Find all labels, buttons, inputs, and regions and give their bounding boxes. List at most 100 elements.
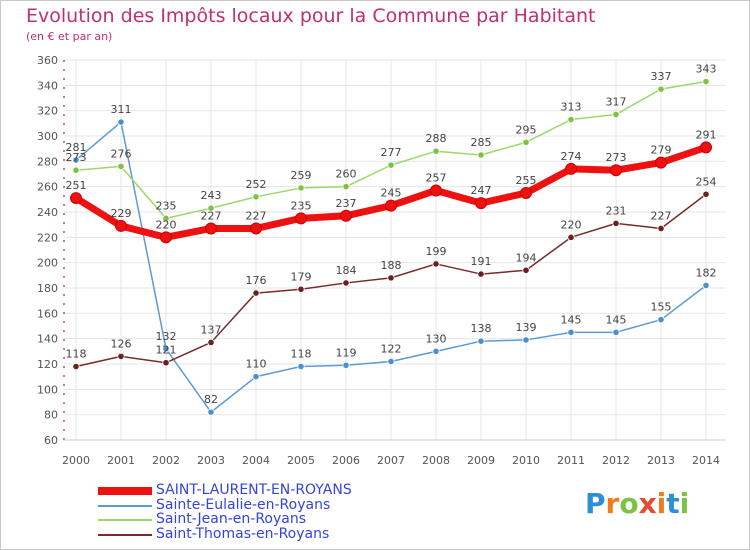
data-label-s3-2004: 176 [246, 274, 267, 287]
data-label-s0-2002: 220 [156, 218, 177, 231]
y-tick-label-180: 180 [37, 282, 58, 295]
data-label-s1-2007: 122 [381, 342, 402, 355]
y-tick-label-340: 340 [37, 79, 58, 92]
data-point-s3-2008 [432, 260, 440, 268]
data-label-s1-2012: 145 [606, 313, 627, 326]
data-label-s3-2009: 191 [471, 255, 492, 268]
data-point-s1-2009 [477, 337, 485, 345]
data-label-s1-2001: 311 [111, 103, 132, 116]
data-point-s1-2004 [252, 373, 260, 381]
data-point-s2-2014 [702, 77, 710, 86]
data-label-s3-2001: 126 [111, 337, 132, 350]
data-label-s2-2002: 235 [156, 199, 177, 212]
data-point-s2-2012 [612, 110, 620, 119]
data-label-s1-2010: 139 [516, 321, 537, 334]
data-label-s3-2006: 184 [336, 264, 357, 277]
data-point-s1-2013 [657, 316, 665, 324]
data-label-s0-2004: 227 [246, 209, 267, 222]
x-tick-label-2012: 2012 [602, 454, 630, 467]
data-point-s3-2011 [567, 233, 575, 241]
y-tick-label-260: 260 [37, 181, 58, 194]
data-point-s2-2006 [342, 183, 350, 191]
data-label-s3-2002: 121 [156, 344, 177, 357]
data-label-s1-2006: 119 [336, 346, 357, 359]
data-label-s1-2011: 145 [561, 313, 582, 326]
legend-swatch-saint-thomas [98, 533, 152, 536]
data-point-s2-2013 [657, 85, 665, 93]
x-tick-label-2000: 2000 [62, 454, 90, 467]
data-point-s2-2008 [432, 147, 440, 155]
data-label-s2-2006: 260 [336, 168, 357, 181]
data-point-s1-2005 [297, 362, 305, 371]
data-point-s3-2003 [207, 338, 215, 347]
y-tick-label-140: 140 [37, 333, 58, 346]
data-label-s0-2007: 245 [381, 187, 402, 200]
data-point-s1-2008 [432, 347, 440, 355]
data-label-s3-2000: 118 [66, 348, 87, 361]
data-label-s2-2000: 273 [66, 151, 87, 164]
y-tick-label-220: 220 [37, 231, 58, 244]
y-tick-label-60: 60 [44, 434, 58, 447]
x-tick-label-2001: 2001 [107, 454, 135, 467]
data-point-s3-2004 [252, 289, 260, 297]
data-point-s0-2014 [700, 141, 712, 154]
data-point-s1-2002 [162, 345, 170, 353]
data-label-s2-2009: 285 [471, 136, 492, 149]
data-point-s2-2002 [162, 214, 170, 222]
data-label-s1-2004: 110 [246, 358, 267, 371]
proxiti-logo: Proxiti [585, 487, 690, 520]
legend-label-saint-thomas: Saint-Thomas-en-Royans [156, 525, 330, 542]
data-point-s2-2010 [522, 138, 530, 146]
data-label-s3-2008: 199 [426, 245, 447, 258]
data-label-s1-2005: 118 [291, 348, 312, 361]
data-label-s2-2008: 288 [426, 132, 447, 145]
legend-swatch-saint-laurent [98, 487, 152, 496]
data-point-s3-2001 [117, 352, 125, 360]
x-tick-label-2010: 2010 [512, 454, 540, 467]
x-tick-label-2008: 2008 [422, 454, 450, 467]
y-tick-label-320: 320 [37, 105, 58, 118]
data-label-s2-2014: 343 [696, 63, 717, 76]
data-point-s3-2007 [387, 274, 395, 282]
data-point-s2-2009 [477, 151, 485, 159]
data-label-s2-2010: 295 [516, 123, 537, 136]
data-point-s0-2003 [205, 222, 217, 235]
data-point-s1-2003 [207, 408, 215, 416]
legend-swatch-saint-jean [98, 519, 152, 522]
y-tick-label-120: 120 [37, 358, 58, 371]
data-label-s1-2008: 130 [426, 332, 447, 345]
data-label-s2-2013: 337 [651, 70, 672, 83]
data-point-s1-2012 [612, 328, 620, 336]
data-point-s0-2007 [385, 199, 397, 212]
y-tick-label-280: 280 [37, 155, 58, 168]
data-label-s2-2007: 277 [381, 146, 402, 159]
data-point-s3-2010 [522, 266, 530, 274]
data-label-s3-2012: 231 [606, 204, 627, 217]
data-point-s0-2012 [610, 164, 622, 177]
data-point-s3-2013 [657, 224, 665, 233]
data-label-s1-2000: 281 [66, 141, 87, 154]
legend-label-saint-jean: Saint-Jean-en-Royans [156, 511, 307, 527]
data-point-s0-2008 [430, 184, 442, 197]
x-tick-label-2009: 2009 [467, 454, 495, 467]
data-label-s3-2005: 179 [291, 270, 312, 283]
data-point-s2-2005 [297, 184, 305, 192]
data-label-s3-2007: 188 [381, 259, 402, 272]
data-point-s0-2005 [295, 212, 307, 225]
data-point-s1-2000 [72, 156, 80, 164]
x-tick-label-2005: 2005 [287, 454, 315, 467]
data-point-s2-2001 [117, 162, 125, 170]
data-point-s1-2001 [117, 118, 125, 126]
data-point-s3-2002 [162, 359, 170, 367]
y-tick-label-300: 300 [37, 130, 58, 143]
data-label-s0-2003: 227 [201, 209, 222, 222]
x-tick-label-2006: 2006 [332, 454, 360, 467]
y-tick-label-80: 80 [44, 409, 58, 422]
data-point-s1-2011 [567, 328, 575, 336]
data-point-s0-2006 [340, 209, 352, 222]
data-label-s3-2003: 137 [201, 323, 222, 336]
data-point-s2-2007 [387, 161, 395, 169]
data-point-s0-2011 [565, 162, 577, 175]
x-tick-label-2013: 2013 [647, 454, 675, 467]
